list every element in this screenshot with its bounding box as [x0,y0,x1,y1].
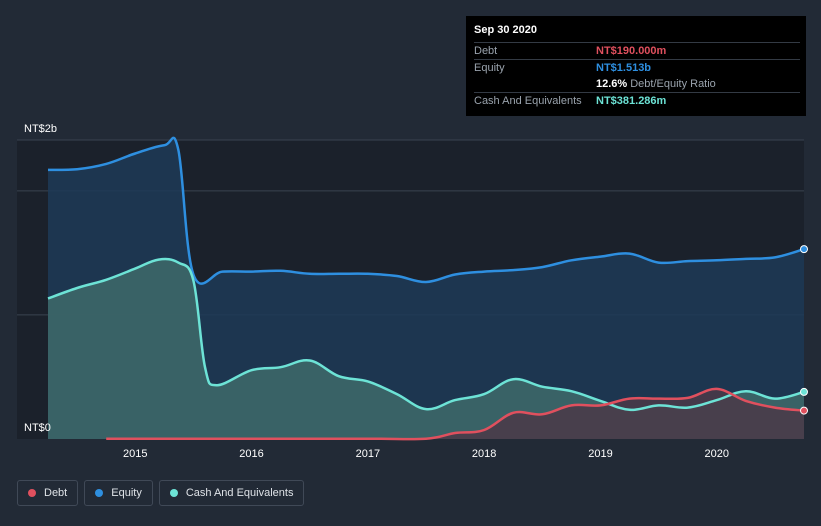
cash-and-equivalents-area [48,259,804,439]
legend-equity-label: Equity [111,487,142,499]
tooltip-debt-value: NT$190.000m [596,45,667,57]
y-label-1: NT$0 [24,422,51,434]
x-tick-2018: 2018 [472,448,496,460]
debt-end-marker [800,406,808,415]
x-tick-2017: 2017 [356,448,380,460]
cash-and-equivalents-end-marker [800,387,808,396]
x-tick-2020: 2020 [705,448,729,460]
tooltip: Sep 30 2020 Debt NT$190.000m Equity NT$1… [466,16,806,116]
tooltip-debt-label: Debt [474,45,498,57]
tooltip-cash-value: NT$381.286m [596,95,667,107]
legend-item-cash[interactable]: Cash And Equivalents [158,480,305,506]
legend-debt-dot-icon [28,489,36,497]
tooltip-row-debt: Debt NT$190.000m [474,42,800,59]
equity-area [48,137,804,439]
x-tick-2016: 2016 [239,448,263,460]
legend-cash-dot-icon [169,489,178,497]
tooltip-row-cash: Cash And Equivalents NT$381.286m [474,92,800,109]
tooltip-date: Sep 30 2020 [474,24,537,36]
tooltip-equity-label: Equity [474,62,505,74]
cash-and-equivalents-line [47,257,805,412]
legend: Debt Equity Cash And Equivalents [17,480,305,506]
tooltip-row-equity: Equity NT$1.513b [474,59,800,76]
debt-line [106,387,805,441]
legend-item-equity[interactable]: Equity [84,480,153,506]
legend-equity-dot-icon [95,489,104,497]
tooltip-equity-value: NT$1.513b [596,62,652,74]
debt-area [106,388,804,440]
y-label-0: NT$2b [24,123,57,135]
legend-cash-label: Cash And Equivalents [185,487,294,499]
tooltip-ratio-value: 12.6% [596,78,628,90]
x-tick-2015: 2015 [123,448,147,460]
legend-debt-label: Debt [44,487,68,499]
tooltip-cash-label: Cash And Equivalents [474,95,582,107]
tooltip-ratio-sub: Debt/Equity Ratio [630,78,716,90]
equity-line [47,136,805,285]
legend-item-debt[interactable]: Debt [17,480,79,506]
x-tick-2019: 2019 [588,448,612,460]
equity-end-marker [800,245,808,254]
tooltip-row-ratio: 12.6% Debt/Equity Ratio [474,76,800,92]
